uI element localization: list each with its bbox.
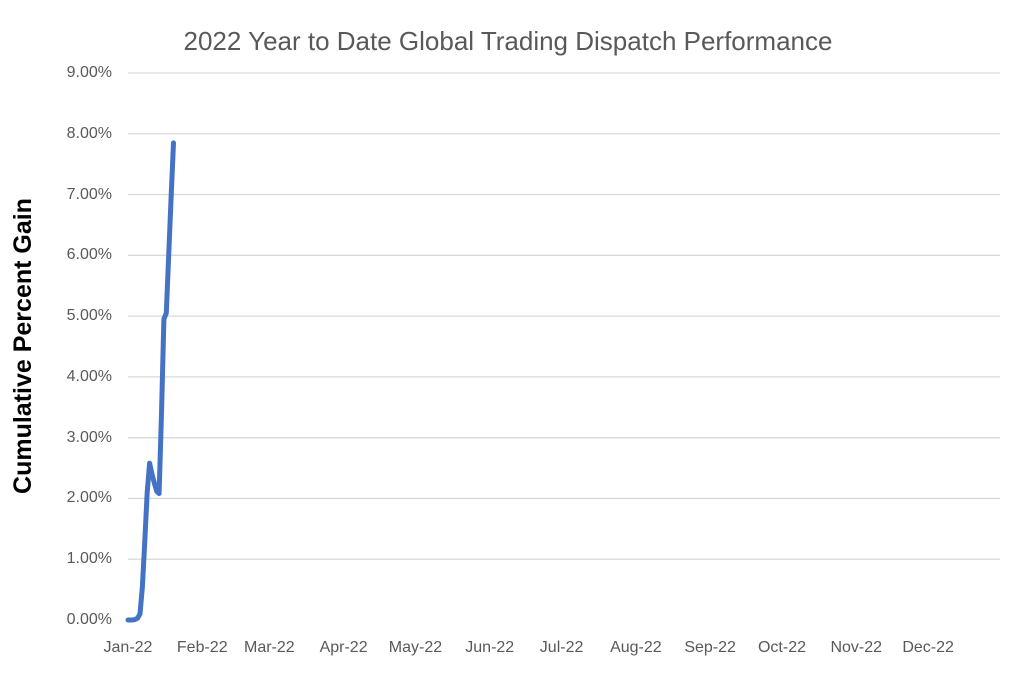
x-tick-label: Dec-22 — [902, 639, 954, 656]
x-tick-label: Feb-22 — [176, 639, 228, 656]
x-tick-label: Oct-22 — [757, 639, 806, 656]
y-tick-label: 1.00% — [66, 550, 112, 568]
x-tick-label: Jul-22 — [539, 639, 584, 656]
y-tick-label: 9.00% — [66, 64, 112, 81]
y-tick-label: 4.00% — [66, 367, 112, 385]
x-tick-label: May-22 — [388, 639, 443, 656]
y-tick-label: 0.00% — [66, 611, 112, 628]
y-tick-label: 3.00% — [66, 428, 112, 446]
x-tick-label: Apr-22 — [319, 639, 368, 656]
y-tick-label: 8.00% — [66, 124, 112, 142]
y-tick-label: 7.00% — [66, 185, 112, 203]
x-tick-label: Nov-22 — [830, 639, 883, 656]
x-tick-label: Mar-22 — [243, 639, 295, 656]
x-tick-label: Aug-22 — [610, 639, 662, 656]
x-tick-label: Jun-22 — [465, 639, 515, 656]
x-tick-label: Sep-22 — [684, 639, 736, 656]
y-tick-label: 6.00% — [66, 246, 112, 264]
y-tick-label: 5.00% — [66, 307, 112, 325]
series-line — [125, 140, 176, 623]
chart-title: 2022 Year to Date Global Trading Dispatc… — [183, 26, 833, 56]
y-tick-label: 2.00% — [66, 489, 112, 507]
x-tick-label: Jan-22 — [103, 639, 153, 656]
